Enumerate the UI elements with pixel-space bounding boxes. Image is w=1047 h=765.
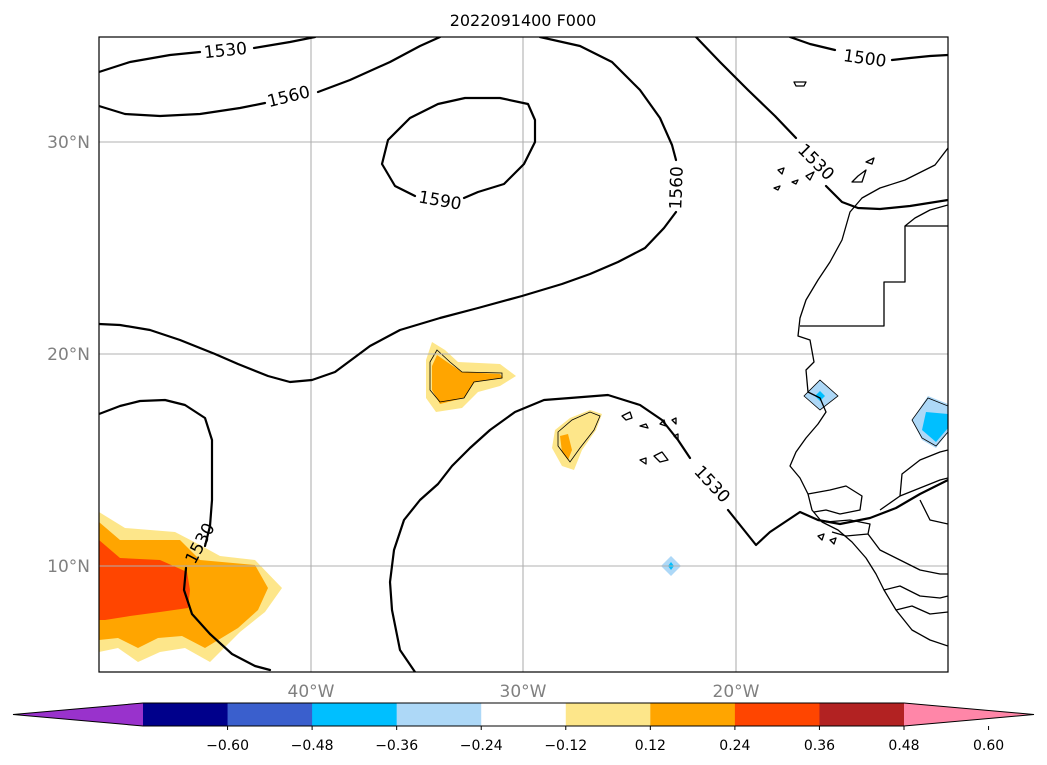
contour-label-1560-center: 1560 [666,166,687,210]
lat-label-20n: 20°N [47,345,90,365]
lat-label-10n: 10°N [47,557,90,577]
colorbar-tick-label: −0.24 [460,738,503,754]
coastlines [621,81,948,647]
contour-1560-nw [99,101,267,118]
contour-1530-nw [99,50,202,74]
colorbar-segment [396,703,482,726]
anomaly-sw-red [99,540,190,620]
colorbar-tick-label: 0.60 [973,738,1004,754]
contour-1530-ne [694,37,798,140]
colorbar-arrow-high [904,703,1034,726]
colorbar-tick-label: −0.12 [544,738,587,754]
longitude-labels: 40°W 30°W 20°W [288,682,760,702]
contour-1560-center [538,37,678,162]
colorbar-tick-label: −0.60 [206,738,249,754]
colorbar-outline [12,702,1035,727]
colorbar-segment [565,703,651,726]
colorbar-tick-label: −0.48 [291,738,334,754]
lon-label-40w: 40°W [288,682,335,702]
map-area: 1530 1560 1590 1560 1500 1530 1530 1530 [99,37,948,672]
gridlines [99,37,948,672]
colorbar-segment [227,703,313,726]
map-frame [98,36,949,673]
colorbar: −0.60 −0.48 −0.36 −0.24 −0.12 0.12 0.24 0.36 0.4… [12,702,1035,754]
geopotential-contours [99,37,948,672]
lon-label-30w: 30°W [500,682,547,702]
lat-label-30n: 30°N [47,133,90,153]
anomaly-cv-orange [560,434,572,460]
latitude-labels: 30°N 20°N 10°N [47,133,90,577]
lon-label-20w: 20°W [713,682,760,702]
contour-1530-east [388,393,692,672]
colorbar-tick-label: 0.36 [804,738,835,754]
colorbar-segment [734,703,820,726]
contour-1590-closed [380,96,537,200]
contour-1500-ne [788,37,837,52]
contour-label-1530-nw: 1530 [203,39,248,63]
map-title: 2022091400 F000 [450,11,597,30]
colorbar-segment [312,703,398,726]
colorbar-tick-label: −0.36 [375,738,418,754]
colorbar-segment [819,703,905,726]
anomaly-mid-orange [432,355,503,404]
colorbar-tick-label: 0.12 [635,738,666,754]
colorbar-segment [650,703,736,726]
colorbar-tick-label: 0.48 [888,738,919,754]
colorbar-segment [143,703,229,726]
contour-1530-sw [99,398,214,548]
colorbar-segment [481,703,567,726]
colorbar-arrow-low [13,703,143,726]
colorbar-tick-label: 0.24 [719,738,750,754]
